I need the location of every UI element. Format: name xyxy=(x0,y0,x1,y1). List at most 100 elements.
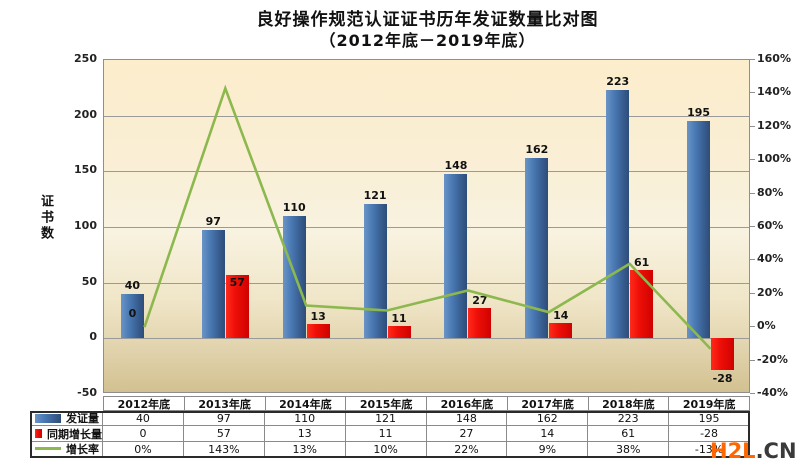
table-value-cell: 57 xyxy=(183,426,265,442)
right-axis-tick xyxy=(750,92,755,94)
right-axis-tick-label: -20% xyxy=(757,352,788,366)
growth-rate-line xyxy=(143,84,712,350)
table-value-cell: 148 xyxy=(426,411,508,427)
growth-rate-line-layer xyxy=(143,84,712,350)
growth-amount-label: 11 xyxy=(391,312,407,326)
issued-count-label: 162 xyxy=(525,142,549,156)
chart-title-line1: 良好操作规范认证证书历年发证数量比对图 xyxy=(256,10,599,30)
issued-count-bar xyxy=(444,173,468,339)
legend-line-swatch xyxy=(35,447,61,451)
table-value-cell: 40 xyxy=(103,411,184,427)
issued-count-bar xyxy=(687,121,711,339)
table-value-cell: 14 xyxy=(507,426,589,442)
issued-count-bar xyxy=(201,230,225,339)
left-axis-tick-label: 250 xyxy=(74,52,97,65)
growth-amount-label: 0 xyxy=(128,307,137,321)
right-axis-tick-label: 80% xyxy=(757,185,784,199)
right-axis-tick-label: -40% xyxy=(757,386,788,399)
right-axis-tick xyxy=(750,192,755,194)
growth-amount-label: -28 xyxy=(712,371,733,385)
left-axis-tick-label: 0 xyxy=(89,330,97,344)
issued-count-bar xyxy=(282,215,306,339)
growth-amount-bar xyxy=(306,323,330,339)
growth-amount-bar xyxy=(468,308,492,339)
watermark-primary: H2L xyxy=(710,439,756,463)
right-axis-tick xyxy=(750,125,755,127)
table-value-cell: -28 xyxy=(669,426,750,442)
legend-bar-swatch xyxy=(35,413,61,423)
growth-amount-bar xyxy=(549,322,573,339)
right-axis-tick xyxy=(750,393,755,394)
table-value-cell: 110 xyxy=(264,411,346,427)
legend-cell: 同期增长量 xyxy=(30,426,103,442)
right-axis-tick xyxy=(750,359,755,361)
issued-count-bar xyxy=(120,293,144,339)
left-axis-tick-label: 200 xyxy=(74,107,97,121)
table-value-cell: 0% xyxy=(103,441,184,458)
table-category-cell: 2016年底 xyxy=(427,396,508,411)
plot-area: 40 97 110 121 148 162 223 195 0 57 13 11 27 14 61 -28 xyxy=(103,59,750,393)
issued-count-bar xyxy=(363,203,387,339)
legend-series-name: 发证量 xyxy=(66,412,99,426)
right-axis-tick-label: 0% xyxy=(757,319,776,333)
growth-amount-label: 14 xyxy=(553,308,569,322)
growth-amount-bar xyxy=(225,274,249,339)
gridline xyxy=(104,282,749,284)
gridline xyxy=(104,227,749,228)
legend-cell: 发证量 xyxy=(30,411,103,427)
growth-amount-bar xyxy=(387,326,411,339)
table-value-cell: 38% xyxy=(588,441,670,458)
right-axis-tick-label: 60% xyxy=(757,219,784,232)
issued-count-label: 97 xyxy=(205,215,221,229)
right-axis-tick-label: 40% xyxy=(757,252,784,266)
legend-series-name: 增长率 xyxy=(66,443,99,456)
gridline xyxy=(104,171,749,173)
issued-count-label: 223 xyxy=(606,75,630,89)
growth-amount-label: 27 xyxy=(472,294,488,308)
table-series-row: 增长率 0% 143% 13% 10% 22% 9% 38% -13% xyxy=(30,441,750,458)
table-series-row: 发证量 40 97 110 121 148 162 223 195 xyxy=(30,411,750,427)
growth-amount-label: 57 xyxy=(229,275,245,289)
table-category-cell: 2012年底 xyxy=(103,396,185,411)
right-axis-tick-label: 100% xyxy=(757,152,791,166)
table-header-row: 2012年底 2013年底 2014年底 2015年底 2016年底 2017年底 2018… xyxy=(103,396,750,411)
left-axis-tick-label: -50 xyxy=(77,386,97,399)
table-series-row: 同期增长量 0 57 13 11 27 14 61 -28 xyxy=(30,426,750,442)
issued-count-label: 110 xyxy=(282,200,306,214)
growth-amount-label: 61 xyxy=(634,256,650,270)
right-axis-tick xyxy=(750,59,755,60)
right-axis-tick xyxy=(750,326,755,328)
table-value-cell: 11 xyxy=(345,426,427,442)
right-axis-tick xyxy=(750,226,755,227)
issued-count-label: 121 xyxy=(363,188,387,202)
table-value-cell: 97 xyxy=(183,411,265,427)
issued-count-label: 195 xyxy=(687,106,711,120)
table-value-cell: 121 xyxy=(345,411,427,427)
right-axis-tick-label: 120% xyxy=(757,118,791,132)
right-axis-tick xyxy=(750,292,755,294)
issued-count-label: 148 xyxy=(444,158,468,172)
left-axis-tick-label: 150 xyxy=(74,163,97,177)
table-category-cell: 2019年底 xyxy=(669,396,750,411)
legend-series-name: 同期增长量 xyxy=(47,427,102,441)
table-category-cell: 2015年底 xyxy=(346,396,427,411)
chart-title-line2: （2012年底－2019年底） xyxy=(319,31,536,51)
table-category-cell: 2013年底 xyxy=(184,396,266,411)
growth-amount-bar xyxy=(711,338,735,370)
table-value-cell: 13% xyxy=(264,441,346,458)
right-axis-tick-label: 140% xyxy=(757,85,791,99)
growth-amount-bar xyxy=(630,270,654,339)
table-category-cell: 2014年底 xyxy=(265,396,347,411)
table-value-cell: 223 xyxy=(588,411,670,427)
table-value-cell: 0 xyxy=(103,426,184,442)
watermark-logo: H2L.CN xyxy=(710,440,797,462)
data-table: 2012年底 2013年底 2014年底 2015年底 2016年底 2017年底 2018… xyxy=(30,396,750,458)
table-category-cell: 2017年底 xyxy=(507,396,589,411)
right-axis-tick xyxy=(750,159,755,161)
right-axis-tick xyxy=(750,259,755,261)
chart-title: 良好操作规范认证证书历年发证数量比对图 （2012年底－2019年底） xyxy=(55,10,800,51)
table-value-cell: 13 xyxy=(264,426,346,442)
table-value-cell: 9% xyxy=(507,441,589,458)
gridline xyxy=(104,338,749,340)
